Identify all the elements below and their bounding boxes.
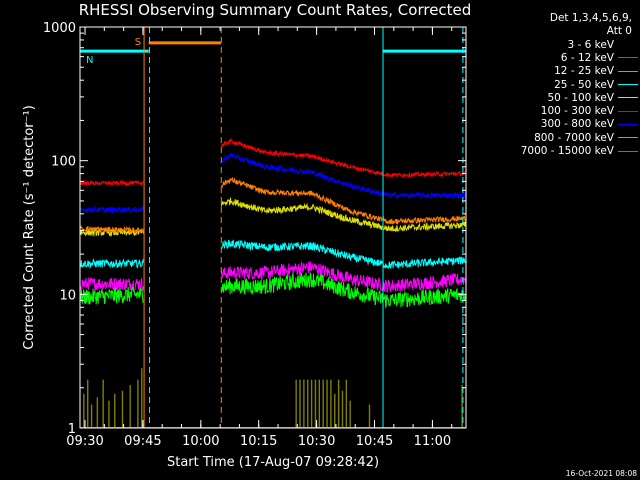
series-layer [79,138,467,428]
segment-label-s: S [135,37,141,48]
x-tick-label-3: 10:15 [240,434,277,449]
legend-entry: 7000 - 15000 keV [478,144,638,157]
series-line-800-7000-kev [79,177,466,235]
y-tick-label-0: 1 [68,422,76,437]
legend-header-detectors: Det 1,3,4,5,6,9, [549,12,632,24]
x-tick-label-1: 09:45 [124,434,161,449]
legend-entry: 25 - 50 keV [478,78,638,91]
legend-entry-label: 6 - 12 keV [560,51,614,64]
legend-swatch [618,137,638,139]
x-tick-label-2: 10:00 [182,434,219,449]
legend-entry: 100 - 300 keV [478,104,638,117]
legend-entry: 3 - 6 keV [478,38,638,51]
legend-swatch [618,97,638,99]
y-axis-label: Corrected Count Rate (s⁻¹ detector⁻¹) [22,105,37,350]
legend-entry-label: 12 - 25 keV [554,65,614,78]
legend-entries: 3 - 6 keV 6 - 12 keV 12 - 25 keV 25 - 50 ke… [478,38,638,158]
axis-labels-layer: 1 10 100 1000 09:30 09:45 10:00 10:15 10:30 10:45… [22,21,451,470]
legend-entry: 50 - 100 keV [478,91,638,104]
series-line-12-25-kev [79,272,467,309]
legend-entry-label: 25 - 50 keV [554,78,614,91]
series-line-300-800-kev [79,152,467,215]
generation-timestamp: 16-Oct-2021 08:08 [565,469,637,478]
plot-frame [79,26,467,429]
legend-entry-label: 100 - 300 keV [540,105,614,118]
x-tick-label-4: 10:30 [298,434,335,449]
y-tick-label-3: 1000 [43,21,76,36]
legend-swatch [618,150,638,152]
legend-swatch [618,84,638,86]
series-line-100-300-kev [79,138,467,187]
legend-entry: 6 - 12 keV [478,51,638,64]
x-tick-label-6: 11:00 [414,434,451,449]
legend-entry-label: 50 - 100 keV [547,91,614,104]
axes-layer [79,26,467,429]
legend-entry-label: 7000 - 15000 keV [520,145,614,158]
series-line-3-6-kev [79,288,467,349]
x-axis-label: Start Time (17-Aug-07 09:28:42) [167,455,379,470]
x-tick-label-5: 10:45 [356,434,393,449]
legend-entry: 12 - 25 keV [478,65,638,78]
legend-swatch [618,110,638,112]
legend-swatch [618,44,638,46]
series-line-25-50-kev [79,239,467,269]
legend-header-attenuator: Att 0 [606,25,632,37]
legend-swatch [618,70,638,72]
y-tick-label-1: 10 [59,288,76,303]
legend-swatch [618,123,638,125]
x-tick-label-0: 09:30 [66,434,103,449]
chart-title: RHESSI Observing Summary Count Rates, Co… [78,1,472,19]
legend-entry: 300 - 800 keV [478,118,638,131]
marker-layer: SN [80,27,466,428]
legend-swatch [618,57,638,59]
legend-entry: 800 - 7000 keV [478,131,638,144]
series-line-6-12-kev [79,261,467,293]
segment-label-n: N [86,55,93,66]
legend-entry-label: 800 - 7000 keV [534,131,614,144]
y-tick-label-2: 100 [51,155,76,170]
legend: Det 1,3,4,5,6,9, Att 0 3 - 6 keV 6 - 12 k… [478,12,638,158]
legend-entry-label: 3 - 6 keV [567,38,614,51]
legend-entry-label: 300 - 800 keV [540,118,614,131]
